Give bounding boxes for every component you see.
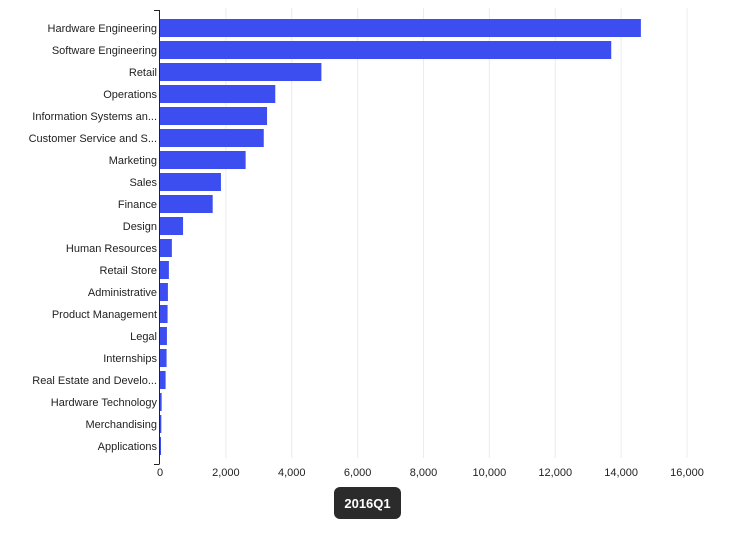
category-label: Finance <box>118 199 157 211</box>
bar[interactable] <box>160 41 612 59</box>
category-label: Merchandising <box>85 419 157 431</box>
category-label: Information Systems an... <box>32 111 157 123</box>
x-tick-label: 12,000 <box>538 467 572 479</box>
bar[interactable] <box>160 261 169 279</box>
bar[interactable] <box>160 371 166 389</box>
category-label: Design <box>123 221 157 233</box>
x-tick-label: 0 <box>157 467 163 479</box>
bar[interactable] <box>160 283 168 301</box>
category-label: Software Engineering <box>52 45 157 57</box>
x-tick-label: 10,000 <box>473 467 507 479</box>
category-label: Applications <box>98 441 158 453</box>
bar[interactable] <box>160 63 322 81</box>
bar[interactable] <box>160 19 641 37</box>
category-label: Retail Store <box>100 265 157 277</box>
category-label: Legal <box>130 331 157 343</box>
category-label: Operations <box>103 89 157 101</box>
category-label: Real Estate and Develo... <box>32 375 157 387</box>
category-label: Customer Service and S... <box>29 133 157 145</box>
x-tick-label: 6,000 <box>344 467 372 479</box>
bar[interactable] <box>160 393 162 411</box>
bar[interactable] <box>160 349 167 367</box>
bar-chart: Hardware Engineering Software Engineering… <box>29 8 704 479</box>
period-badge[interactable]: 2016Q1 <box>334 487 401 519</box>
bar[interactable] <box>160 195 213 213</box>
bar[interactable] <box>160 217 184 235</box>
bar[interactable] <box>160 437 161 455</box>
bar[interactable] <box>160 305 168 323</box>
bar[interactable] <box>160 239 172 257</box>
category-label: Administrative <box>88 287 157 299</box>
category-label: Hardware Engineering <box>48 23 157 35</box>
x-tick-label: 8,000 <box>410 467 438 479</box>
bar[interactable] <box>160 85 276 103</box>
category-label: Internships <box>103 353 157 365</box>
bar[interactable] <box>160 415 162 433</box>
category-label: Hardware Technology <box>51 397 158 409</box>
bar[interactable] <box>160 107 268 125</box>
bar[interactable] <box>160 173 221 191</box>
bar[interactable] <box>160 129 264 147</box>
x-tick-label: 2,000 <box>212 467 240 479</box>
category-label: Marketing <box>109 155 157 167</box>
category-label: Product Management <box>52 309 157 321</box>
x-tick-label: 16,000 <box>670 467 704 479</box>
bar[interactable] <box>160 327 167 345</box>
category-label: Retail <box>129 67 157 79</box>
bar[interactable] <box>160 151 246 169</box>
category-label: Human Resources <box>66 243 158 255</box>
x-tick-label: 14,000 <box>604 467 638 479</box>
x-tick-label: 4,000 <box>278 467 306 479</box>
category-label: Sales <box>129 177 157 189</box>
